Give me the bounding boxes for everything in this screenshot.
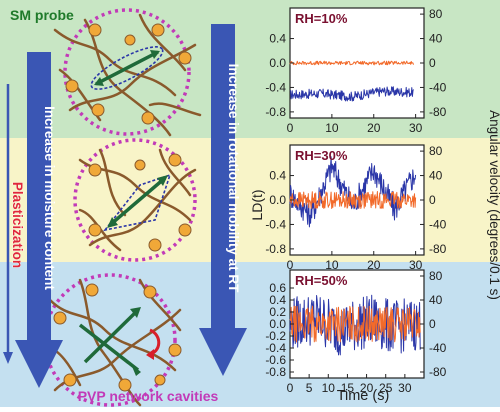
y-tick-label: 0.2 — [269, 305, 286, 319]
cavity-top — [63, 8, 191, 136]
y2-tick-label: -80 — [429, 242, 447, 256]
y-tick-label: -0.8 — [265, 242, 286, 256]
mobility-label: Increase in rotational mobility at RT — [226, 64, 241, 294]
left-axis-title: LD(t) — [249, 189, 265, 220]
polymer-chains-top — [53, 13, 202, 137]
x-tick-label: 20 — [360, 381, 374, 395]
y-tick-label: 0.0 — [269, 193, 286, 207]
right-axis-title: Angular velocity (degrees/0.1 s) — [487, 110, 500, 300]
y-tick-label: 0.0 — [269, 56, 286, 70]
panel-title: RH=50% — [295, 273, 348, 288]
y2-tick-label: 80 — [429, 144, 443, 158]
y-tick-label: 0.4 — [269, 169, 286, 183]
x-tick-label: 5 — [306, 381, 313, 395]
y-tick-label: -0.8 — [265, 105, 286, 119]
band-high-humidity — [0, 262, 500, 407]
x-tick-label: 15 — [341, 381, 355, 395]
y-tick-label: -0.4 — [265, 80, 286, 94]
probe-middle — [103, 173, 172, 232]
series-line-angular-velocity — [289, 191, 417, 209]
y2-tick-label: 40 — [429, 32, 443, 46]
x-tick-label: 0 — [287, 121, 294, 135]
x-tick-label: 10 — [322, 381, 336, 395]
y2-tick-label: -40 — [429, 80, 447, 94]
y-tick-label: -0.8 — [265, 365, 286, 379]
moisture-label: Increase in moisture content — [42, 106, 57, 290]
mobility-arrow — [199, 24, 247, 376]
y-tick-label: 0.0 — [269, 317, 286, 331]
y2-tick-label: -40 — [429, 341, 447, 355]
x-tick-label: 30 — [409, 258, 423, 272]
panel-title: RH=30% — [295, 148, 348, 163]
y2-tick-label: 0 — [429, 193, 436, 207]
y2-tick-label: 40 — [429, 293, 443, 307]
y2-tick-label: -80 — [429, 105, 447, 119]
plasticization-label: Plasticization — [10, 182, 25, 268]
x-tick-label: 0 — [287, 258, 294, 272]
cavity-middle — [73, 138, 197, 262]
y2-tick-label: 40 — [429, 169, 443, 183]
x-tick-label: 0 — [287, 381, 294, 395]
x-tick-label: 20 — [367, 258, 381, 272]
y-tick-label: 0.6 — [269, 281, 286, 295]
y-tick-label: -0.6 — [265, 353, 286, 367]
series-line-ld — [289, 86, 414, 102]
x-tick-label: 30 — [398, 381, 412, 395]
plasticization-arrow — [3, 84, 13, 364]
chart-panel-1: 0.4 0.0 -0.4 -0.8 80 40 0 -40 -80 0 10 20 30 RH=10% — [265, 7, 446, 135]
y-tick-label: -0.2 — [265, 329, 286, 343]
moisture-arrow — [15, 52, 63, 388]
y2-tick-label: 0 — [429, 56, 436, 70]
y2-tick-label: -80 — [429, 365, 447, 379]
x-axis-title: Time (s) — [337, 388, 390, 404]
x-tick-label: 10 — [325, 121, 339, 135]
y-tick-label: 0.4 — [269, 293, 286, 307]
series-line-angular-velocity — [289, 305, 421, 343]
y2-tick-label: 80 — [429, 269, 443, 283]
y2-tick-label: 0 — [429, 317, 436, 331]
chart-panel-3: 0.60.40.20.0-0.2-0.4-0.6-0.8 80 40 0 -40 -80 0… — [265, 269, 446, 395]
panel-title: RH=10% — [295, 11, 348, 26]
x-tick-label: 30 — [409, 121, 423, 135]
y2-tick-label: 80 — [429, 7, 443, 21]
y-tick-label: -0.4 — [265, 341, 286, 355]
sm-probe-label: SM probe — [10, 7, 74, 23]
chart-panel-2: 0.4 0.0 -0.4 -0.8 80 40 0 -40 -80 0 10 20 30 RH=30% — [265, 144, 446, 272]
x-tick-label: 20 — [367, 121, 381, 135]
y2-tick-label: -40 — [429, 217, 447, 231]
side-groups — [53, 23, 192, 392]
y-tick-label: -0.4 — [265, 217, 286, 231]
pvp-cavities-label: PVP network cavities — [78, 388, 219, 404]
y-tick-label: 0.4 — [269, 32, 286, 46]
series-line-angular-velocity — [289, 60, 414, 66]
x-tick-label: 25 — [379, 381, 393, 395]
x-tick-label: 10 — [325, 258, 339, 272]
band-low-humidity — [0, 0, 500, 138]
probe-top — [90, 46, 164, 90]
probe-bottom — [78, 307, 161, 376]
